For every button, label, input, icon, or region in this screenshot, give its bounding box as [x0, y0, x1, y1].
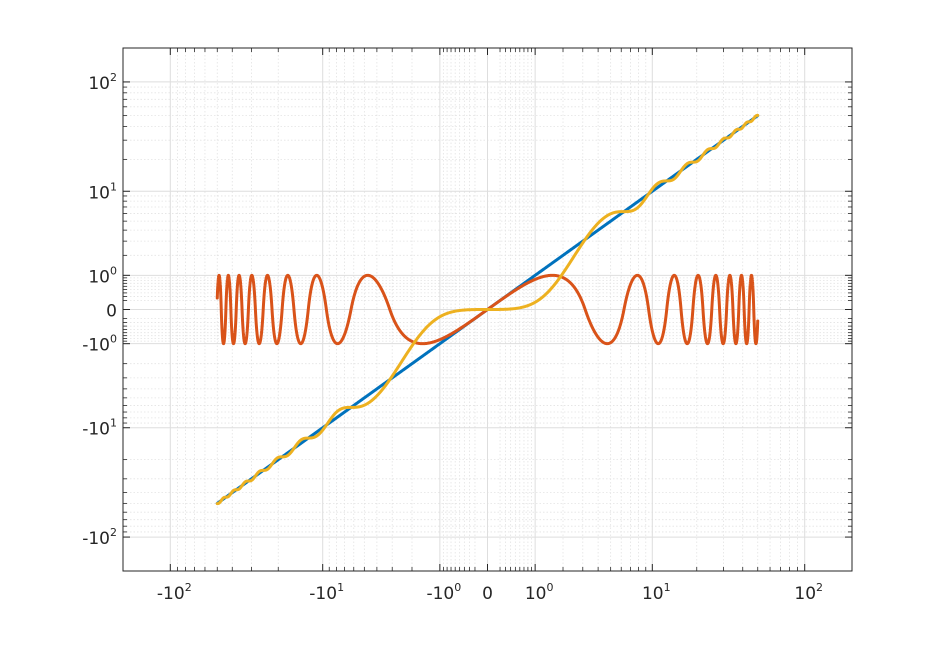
y-tick-label: 0 [106, 302, 117, 322]
x-tick-label: -101 [309, 581, 344, 604]
tick-labels: -102 -101 -100 0 100 101 102 102 101 100 0 -100 -101… [82, 71, 823, 604]
y-tick-label: -101 [82, 417, 117, 440]
series-line-3 [215, 113, 760, 506]
x-tick-label: 101 [642, 581, 671, 604]
tick-marks [123, 48, 852, 571]
x-tick-label: 0 [482, 584, 493, 604]
y-tick-label: -102 [82, 526, 117, 549]
x-tick-label: -102 [157, 581, 192, 604]
x-tick-label: 100 [525, 581, 554, 604]
y-tick-label: 102 [88, 71, 117, 94]
x-tick-label: -100 [426, 581, 461, 604]
y-tick-label: 101 [88, 180, 117, 203]
x-tick-label: 102 [794, 581, 823, 604]
y-tick-label: 100 [88, 264, 117, 287]
series-layer [215, 113, 760, 506]
y-tick-label: -100 [82, 333, 117, 356]
